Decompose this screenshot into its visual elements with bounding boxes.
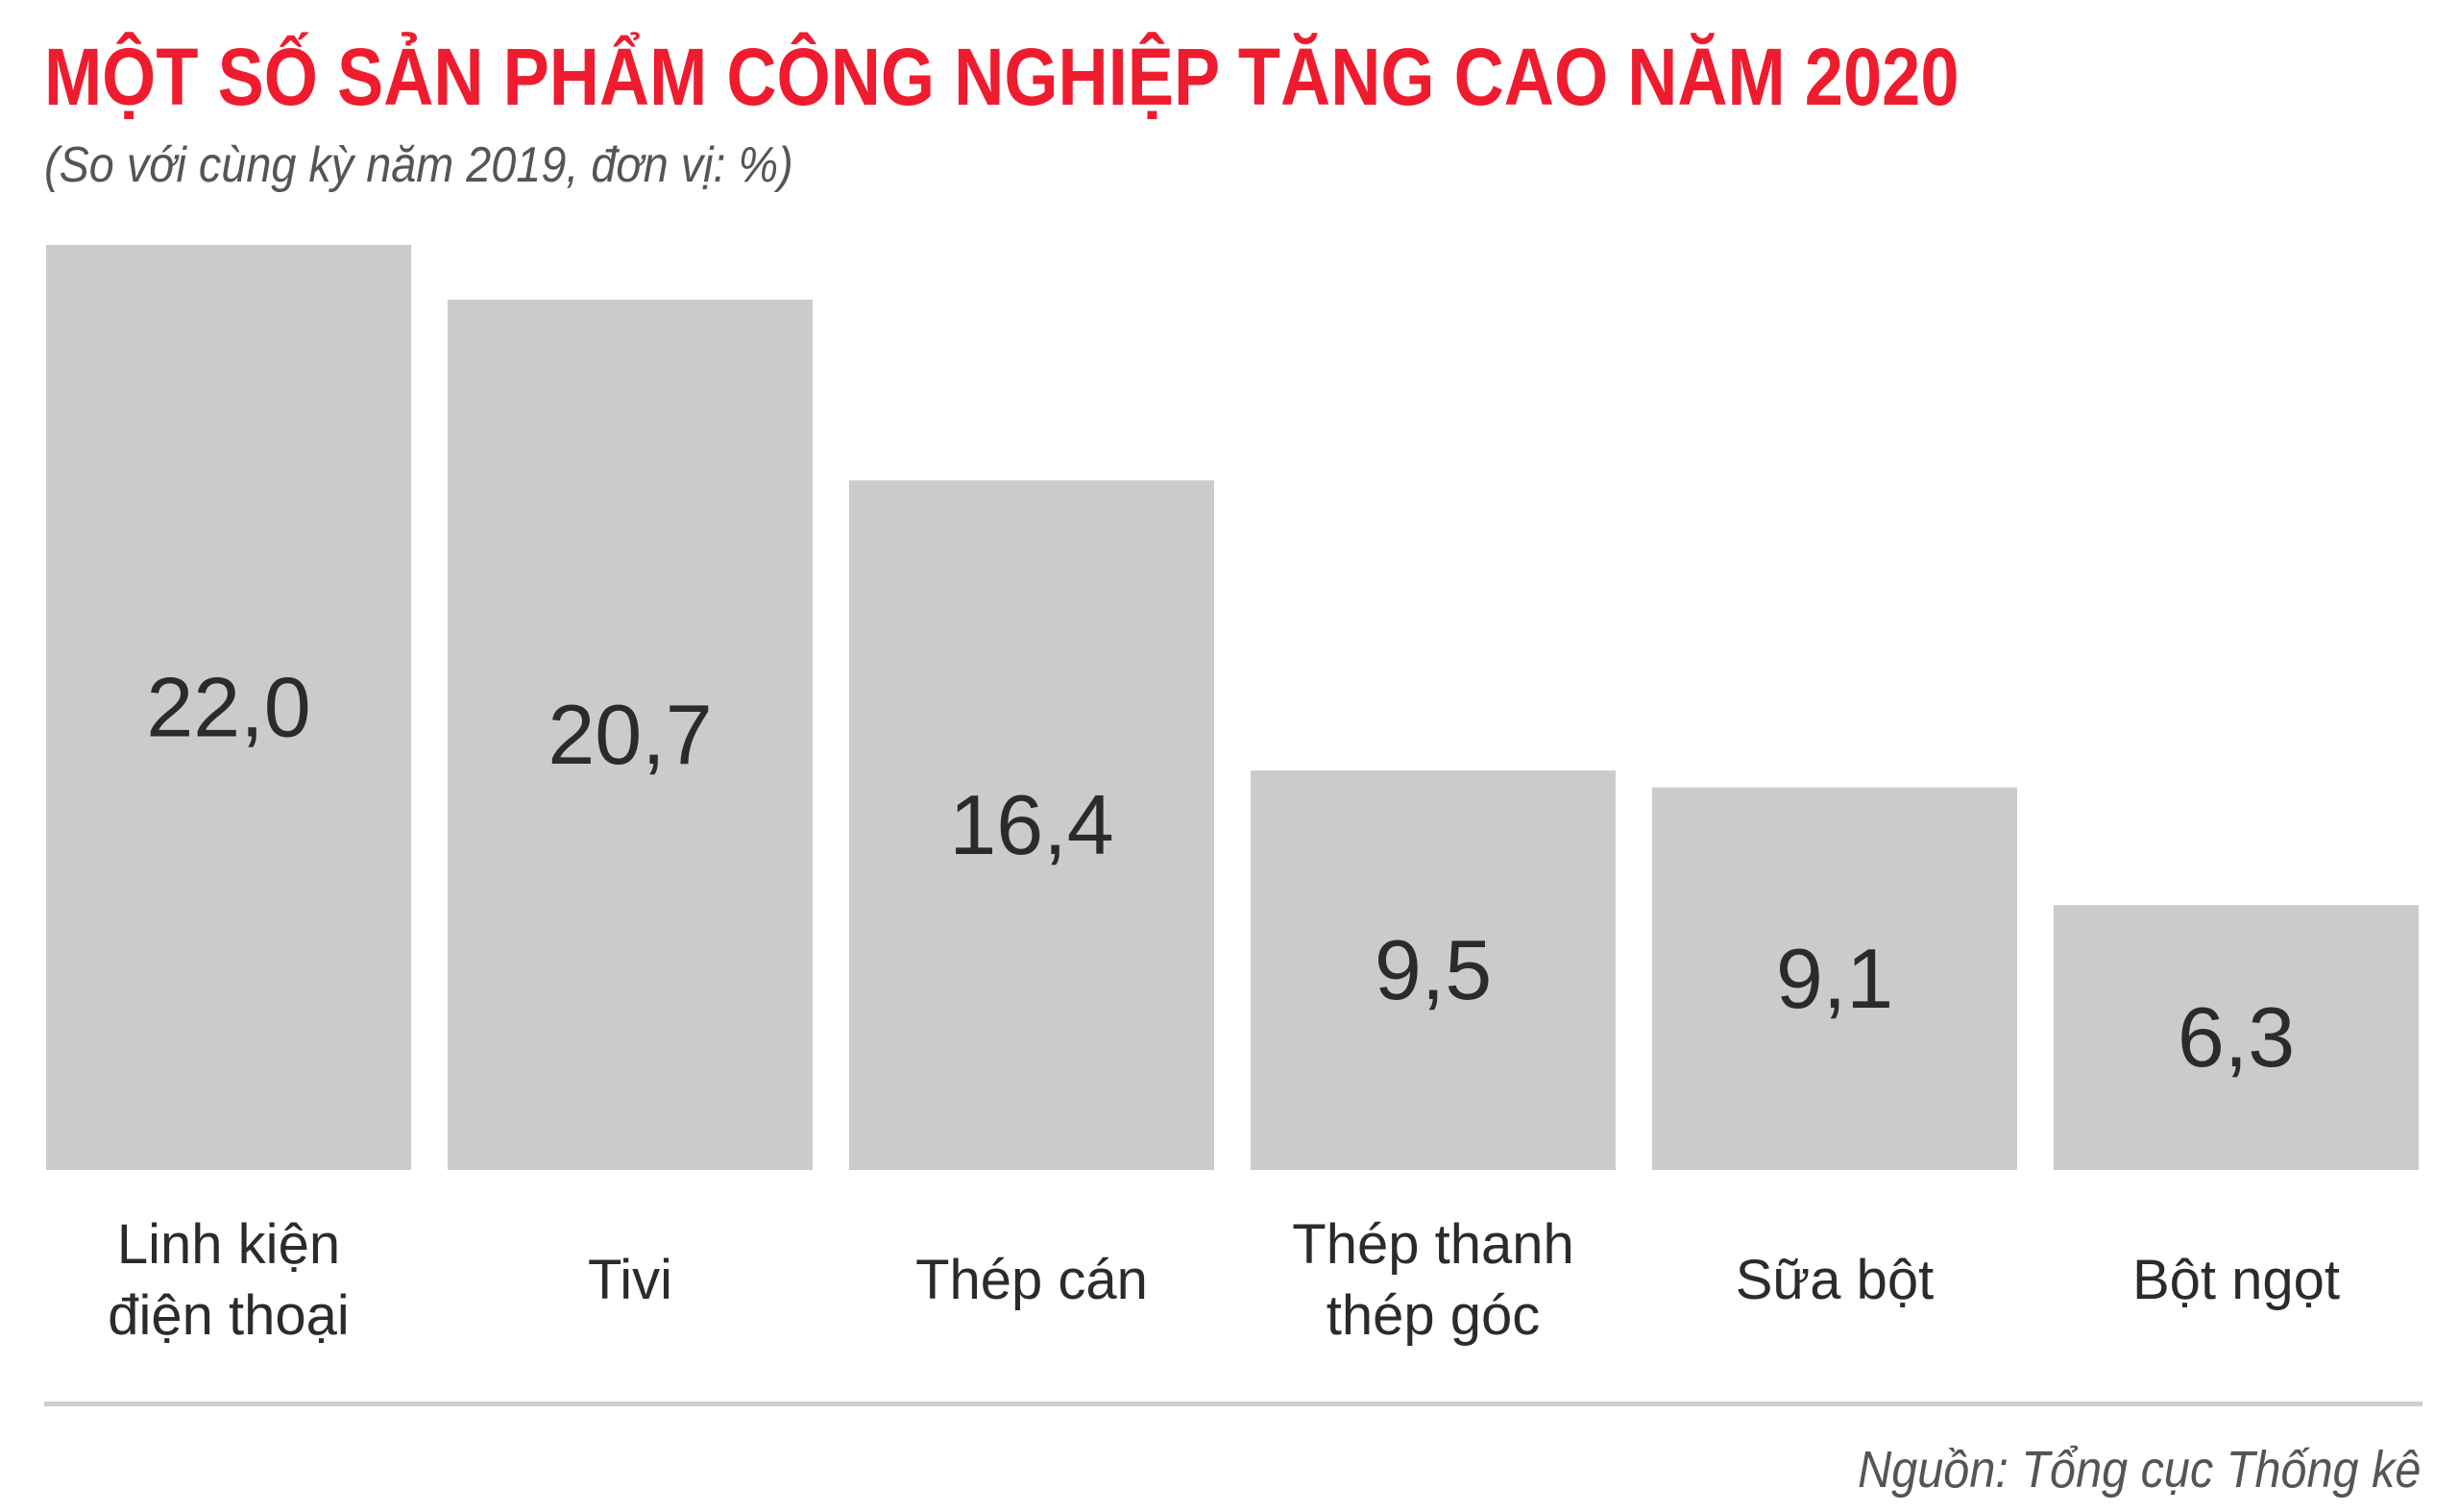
- category-label-1: Tivi: [588, 1249, 672, 1311]
- source-note: Nguồn: Tổng cục Thống kê: [1857, 1441, 2421, 1499]
- bar-4: [1652, 787, 2017, 1170]
- category-label-3: Thép thanh thép góc: [1292, 1213, 1573, 1347]
- category-label-3-line-1: thép góc: [1327, 1284, 1541, 1347]
- category-label-4: Sữa bột: [1736, 1249, 1935, 1311]
- category-label-5-line-0: Bột ngọt: [2132, 1249, 2340, 1311]
- value-label-5: 6,3: [2178, 989, 2295, 1085]
- bar-5: [2054, 905, 2419, 1170]
- category-label-5: Bột ngọt: [2132, 1249, 2340, 1311]
- value-label-2: 16,4: [949, 777, 1113, 872]
- value-label-3: 9,5: [1375, 922, 1492, 1017]
- category-label-2-line-0: Thép cán: [915, 1249, 1148, 1311]
- category-label-2: Thép cán: [915, 1249, 1148, 1311]
- bar-1: [448, 299, 813, 1170]
- chart-subtitle: (So với cùng kỳ năm 2019, đơn vị: %): [44, 137, 793, 193]
- value-label-0: 22,0: [146, 660, 310, 755]
- category-label-4-line-0: Sữa bột: [1736, 1249, 1935, 1311]
- category-label-1-line-0: Tivi: [588, 1249, 672, 1311]
- chart-title: MỘT SỐ SẢN PHẨM CÔNG NGHIỆP TĂNG CAO NĂM…: [44, 32, 1960, 122]
- bar-0: [46, 245, 411, 1170]
- value-label-1: 20,7: [548, 687, 712, 782]
- category-label-0-line-1: điện thoại: [108, 1284, 350, 1347]
- bar-3: [1251, 770, 1616, 1170]
- category-label-0: Linh kiện điện thoại: [108, 1213, 350, 1347]
- divider: [44, 1402, 2422, 1406]
- category-label-3-line-0: Thép thanh: [1292, 1213, 1573, 1276]
- bar-2: [849, 480, 1214, 1170]
- value-label-4: 9,1: [1776, 931, 1893, 1026]
- category-label-0-line-0: Linh kiện: [117, 1213, 340, 1276]
